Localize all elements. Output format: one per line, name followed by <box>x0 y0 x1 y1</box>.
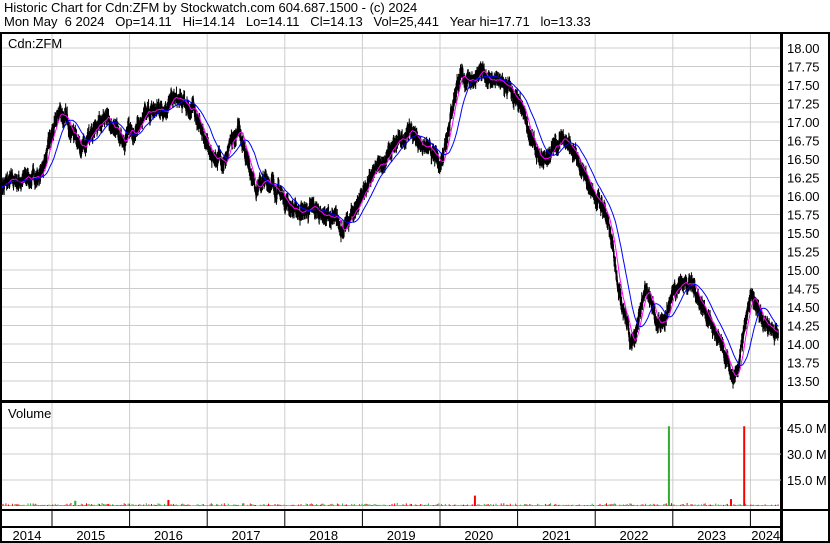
price-tick-label: 17.50 <box>787 78 820 93</box>
short-moving-average-line <box>1 70 779 377</box>
volume-tick-label: 15.0 M <box>787 473 827 488</box>
chart-title: Historic Chart for Cdn:ZFM by Stockwatch… <box>4 0 418 15</box>
volume-bars <box>1 426 779 506</box>
price-tick-label: 16.50 <box>787 152 820 167</box>
volume-label: Volume <box>8 406 51 421</box>
year-label: 2015 <box>76 528 105 543</box>
year-label: 2019 <box>387 528 416 543</box>
price-tick-label: 18.00 <box>787 41 820 56</box>
price-tick-label: 13.50 <box>787 374 820 389</box>
price-tick-label: 16.00 <box>787 189 820 204</box>
price-tick-label: 14.50 <box>787 300 820 315</box>
year-label: 2022 <box>620 528 649 543</box>
price-tick-label: 17.00 <box>787 115 820 130</box>
year-label: 2014 <box>13 528 42 543</box>
quote-summary: Mon May 6 2024 Op=14.11 Hi=14.14 Lo=14.1… <box>4 14 591 29</box>
year-label: 2024 <box>751 528 780 543</box>
symbol-label: Cdn:ZFM <box>8 36 62 51</box>
year-label: 2020 <box>464 528 493 543</box>
long-moving-average-line <box>1 75 779 366</box>
price-tick-label: 15.00 <box>787 263 820 278</box>
price-tick-label: 14.00 <box>787 337 820 352</box>
year-label: 2023 <box>697 528 726 543</box>
price-tick-label: 14.25 <box>787 319 820 334</box>
chart-frame <box>0 32 830 543</box>
price-tick-label: 15.25 <box>787 245 820 260</box>
volume-tick-label: 45.0 M <box>787 421 827 436</box>
price-tick-label: 15.75 <box>787 208 820 223</box>
price-tick-label: 13.75 <box>787 356 820 371</box>
price-tick-label: 17.25 <box>787 97 820 112</box>
price-tick-label: 16.75 <box>787 134 820 149</box>
year-label: 2017 <box>232 528 261 543</box>
price-tick-label: 14.75 <box>787 282 820 297</box>
price-bars <box>1 61 779 389</box>
year-label: 2016 <box>154 528 183 543</box>
price-tick-label: 15.50 <box>787 226 820 241</box>
year-label: 2021 <box>542 528 571 543</box>
year-label: 2018 <box>309 528 338 543</box>
price-tick-label: 16.25 <box>787 171 820 186</box>
volume-tick-label: 30.0 M <box>787 447 827 462</box>
price-tick-label: 17.75 <box>787 60 820 75</box>
